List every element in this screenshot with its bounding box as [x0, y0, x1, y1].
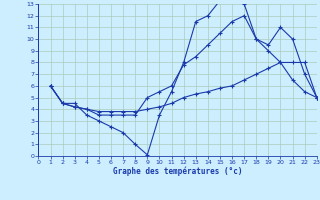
X-axis label: Graphe des températures (°c): Graphe des températures (°c) — [113, 167, 242, 176]
